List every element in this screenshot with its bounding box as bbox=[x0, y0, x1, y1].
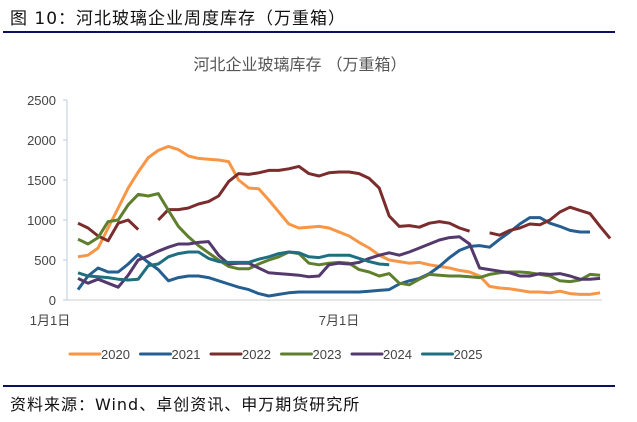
y-tick-label: 500 bbox=[34, 253, 56, 268]
legend-label: 2025 bbox=[454, 347, 483, 362]
x-tick-label: 7月1日 bbox=[319, 313, 359, 328]
legend-label: 2023 bbox=[313, 347, 342, 362]
y-tick-label: 2500 bbox=[27, 93, 56, 108]
source-note: 资料来源：Wind、卓创资讯、申万期货研究所 bbox=[10, 395, 361, 414]
legend-label: 2020 bbox=[101, 347, 130, 362]
series-line-2023 bbox=[77, 192, 601, 287]
top-rule bbox=[3, 31, 615, 33]
x-tick-label: 1月1日 bbox=[30, 313, 70, 328]
y-tick-label: 1000 bbox=[27, 213, 56, 228]
legend-label: 2022 bbox=[242, 347, 271, 362]
figure-caption: 图 10：河北玻璃企业周度库存（万重箱） bbox=[10, 9, 347, 29]
legend-label: 2024 bbox=[383, 347, 412, 362]
series-line-2024 bbox=[77, 235, 601, 289]
y-tick-label: 0 bbox=[49, 293, 56, 308]
chart-title: 河北企业玻璃库存 （万重箱） bbox=[193, 55, 406, 74]
series-line-2020 bbox=[77, 144, 601, 296]
y-tick-label: 1500 bbox=[27, 173, 56, 188]
legend-label: 2021 bbox=[172, 347, 201, 362]
series-line-2021 bbox=[76, 216, 590, 298]
series-line-2025 bbox=[77, 250, 390, 282]
series-line-2022 bbox=[77, 164, 612, 243]
bottom-rule bbox=[3, 385, 615, 387]
y-tick-label: 2000 bbox=[27, 133, 56, 148]
